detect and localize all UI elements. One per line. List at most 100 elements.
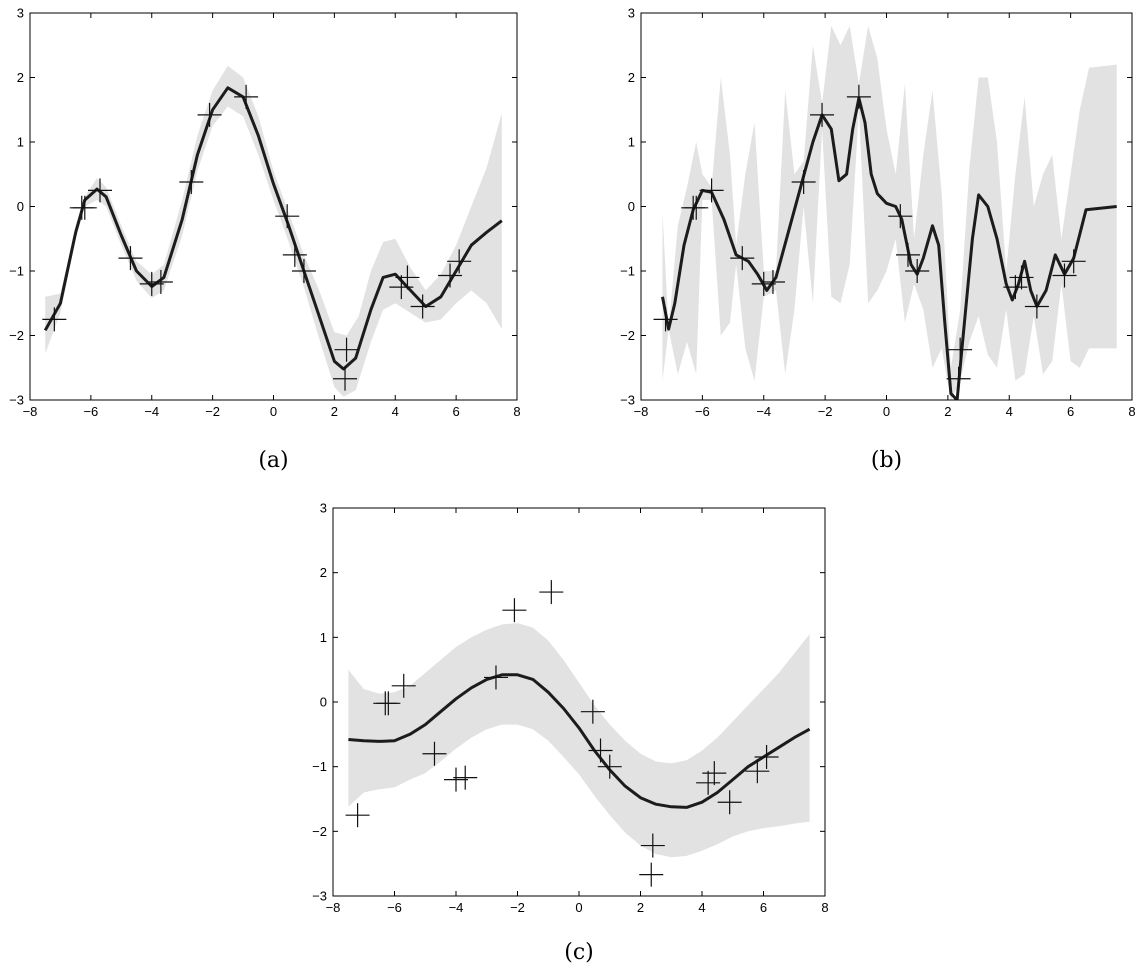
x-tick-label-b-1: −6 <box>695 404 710 419</box>
y-tick-label-b-2: −1 <box>620 264 635 279</box>
data-point-b-11 <box>895 242 920 267</box>
x-tick-label-b-5: 2 <box>944 404 951 419</box>
data-point-c-7 <box>483 665 508 690</box>
data-point-b-2 <box>684 195 709 220</box>
panel-b: −8 −6 −4 −2 0 2 4 6 8 −3 −2 −1 0 1 2 3 (b) <box>620 6 1135 474</box>
y-tick-label-b-4: 1 <box>628 135 635 150</box>
data-point-c-12 <box>597 754 622 779</box>
y-tick-label-a-1: −2 <box>9 328 24 343</box>
panel-caption-b: (b) <box>871 448 902 473</box>
x-tick-label-c-1: −6 <box>387 900 402 915</box>
data-point-a-15 <box>389 275 414 300</box>
data-point-a-7 <box>179 169 204 194</box>
x-tick-label-b-7: 6 <box>1067 404 1074 419</box>
data-point-a-9 <box>234 84 259 109</box>
x-tick-label-c-7: 6 <box>760 900 767 915</box>
data-point-b-16 <box>1009 265 1034 290</box>
data-point-b-9 <box>846 84 871 109</box>
x-tick-label-b-0: −8 <box>634 404 649 419</box>
x-tick-label-c-2: −4 <box>449 900 464 915</box>
data-point-c-11 <box>588 738 613 763</box>
data-point-c-17 <box>717 790 742 815</box>
data-point-c-0 <box>345 803 370 828</box>
data-point-a-2 <box>72 195 97 220</box>
plot-area-a <box>42 65 503 397</box>
x-tick-label-b-2: −4 <box>756 404 771 419</box>
data-point-a-3 <box>88 178 113 203</box>
x-tick-label-b-8: 8 <box>1128 404 1135 419</box>
x-tick-label-a-1: −6 <box>83 404 98 419</box>
y-tick-label-b-3: 0 <box>628 199 635 214</box>
panel-caption-a: (a) <box>258 448 288 473</box>
data-point-b-4 <box>730 246 755 271</box>
mean-curve-c <box>348 673 811 809</box>
data-point-b-13 <box>948 337 973 362</box>
x-tick-label-c-6: 4 <box>698 900 705 915</box>
x-tick-label-b-4: 0 <box>883 404 890 419</box>
data-point-b-0 <box>653 307 678 332</box>
y-tick-label-c-0: −3 <box>312 889 327 904</box>
data-point-a-14 <box>333 366 358 391</box>
data-point-a-17 <box>410 294 435 319</box>
x-tick-label-a-6: 4 <box>392 404 399 419</box>
data-point-b-18 <box>1052 263 1077 288</box>
data-point-c-18 <box>745 759 770 784</box>
x-tick-label-a-5: 2 <box>331 404 338 419</box>
x-tick-label-b-3: −2 <box>818 404 833 419</box>
x-tick-label-c-8: 8 <box>821 900 828 915</box>
panel-caption-c: (c) <box>564 940 594 964</box>
data-point-a-4 <box>118 246 143 271</box>
y-tick-label-c-6: 3 <box>320 501 327 516</box>
confidence-band-b <box>662 25 1117 400</box>
data-point-a-8 <box>197 102 222 127</box>
data-point-b-14 <box>946 366 971 391</box>
mean-curve-a <box>43 86 503 371</box>
x-tick-label-a-3: −2 <box>205 404 220 419</box>
data-point-c-19 <box>754 744 779 769</box>
y-tick-label-b-6: 3 <box>628 6 635 21</box>
confidence-band-c <box>348 623 810 858</box>
confidence-band-a <box>45 65 502 397</box>
data-point-b-7 <box>791 169 816 194</box>
data-point-a-19 <box>447 249 472 274</box>
mean-curve-b <box>661 96 1117 400</box>
data-point-a-11 <box>282 242 307 267</box>
data-point-c-8 <box>502 598 527 623</box>
x-tick-label-b-6: 4 <box>1006 404 1013 419</box>
y-tick-label-a-4: 1 <box>17 135 24 150</box>
y-tick-label-c-3: 0 <box>320 695 327 710</box>
data-point-b-12 <box>905 259 930 283</box>
y-tick-label-b-5: 2 <box>628 70 635 85</box>
plot-area-c <box>345 580 811 887</box>
data-point-c-4 <box>422 741 447 766</box>
data-point-a-6 <box>148 269 173 294</box>
x-tick-label-a-8: 8 <box>513 404 520 419</box>
data-point-c-2 <box>376 691 401 716</box>
data-point-a-0 <box>42 307 67 332</box>
data-point-c-16 <box>702 761 727 786</box>
y-tick-label-c-4: 1 <box>320 630 327 645</box>
data-point-a-5 <box>139 271 164 296</box>
data-point-a-16 <box>395 265 420 290</box>
x-tick-label-a-0: −8 <box>23 404 38 419</box>
x-tick-label-c-3: −2 <box>510 900 525 915</box>
plot-area-b <box>653 25 1117 400</box>
panel-c: −8 −6 −4 −2 0 2 4 6 8 −3 −2 −1 0 1 2 3 (c) <box>312 501 828 964</box>
y-tick-label-a-0: −3 <box>9 393 24 408</box>
y-tick-label-a-3: 0 <box>17 199 24 214</box>
data-point-c-10 <box>580 699 605 724</box>
y-tick-label-c-2: −1 <box>312 759 327 774</box>
x-tick-label-c-0: −8 <box>326 900 341 915</box>
panel-a: −8 −6 −4 −2 0 2 4 6 8 −3 −2 −1 0 1 2 3 (a) <box>9 6 520 474</box>
data-point-b-8 <box>810 102 835 127</box>
x-tick-label-c-5: 2 <box>637 900 644 915</box>
x-tick-label-c-4: 0 <box>575 900 582 915</box>
data-point-a-18 <box>438 263 463 288</box>
data-point-b-10 <box>888 204 913 229</box>
data-point-b-19 <box>1061 249 1086 274</box>
data-point-a-13 <box>334 337 359 362</box>
y-tick-label-c-5: 2 <box>320 565 327 580</box>
y-tick-label-c-1: −2 <box>312 824 327 839</box>
data-point-c-5 <box>444 767 468 792</box>
